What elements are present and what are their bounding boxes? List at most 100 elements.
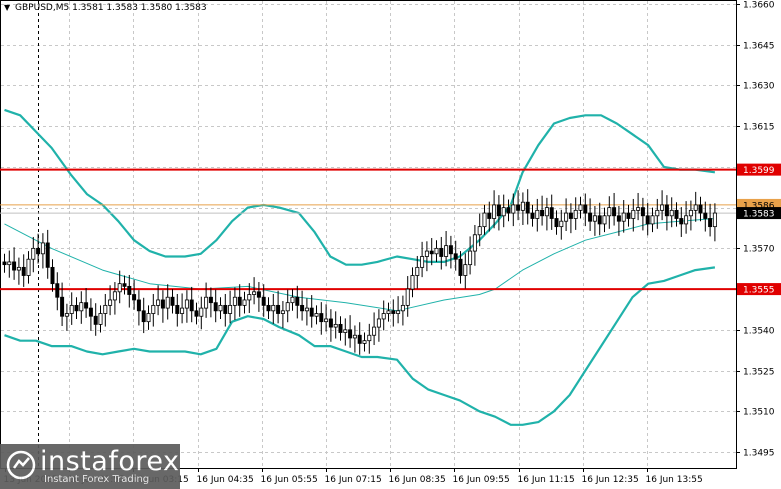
candle-body (208, 296, 213, 304)
candle-body (631, 209, 636, 219)
candle-body (88, 307, 93, 317)
candle-body (506, 207, 511, 214)
candle-body (93, 315, 98, 325)
candle-body (357, 334, 362, 344)
candle-body (232, 296, 237, 306)
candle-body (122, 283, 127, 287)
candle-body (132, 294, 137, 301)
y-tick-label: 1.3615 (743, 123, 775, 133)
candle-body (362, 340, 367, 344)
candle-body (684, 215, 689, 225)
candle-body (602, 215, 607, 225)
candle-body (391, 310, 396, 314)
candle-body (492, 204, 497, 219)
x-tick-label: 16 Jun 05:55 (261, 475, 318, 485)
candle-body (64, 313, 69, 317)
candle-body (712, 212, 717, 228)
candle-body (170, 296, 175, 306)
candle-body (338, 323, 343, 333)
ohlc-values: 1.3581 1.3583 1.3580 1.3583 (72, 3, 207, 13)
candle-body (261, 296, 266, 306)
bollinger-lower-band (4, 266, 716, 426)
candle-body (223, 304, 228, 314)
candle-body (242, 299, 247, 306)
candle-body (674, 209, 679, 219)
x-tick-label: 16 Jun 07:15 (325, 475, 382, 485)
candle-body (372, 326, 377, 336)
candle-body (636, 207, 641, 211)
candle-body (487, 212, 492, 219)
collapse-triangle-icon[interactable]: ▼ (4, 3, 11, 12)
candle-body (112, 291, 117, 301)
candle-body (165, 296, 170, 309)
candle-body (98, 313, 103, 325)
symbol-info: ▼ GBPUSD,M5 1.3581 1.3583 1.3580 1.3583 (4, 3, 207, 13)
candle-body (530, 212, 535, 219)
candle-body (45, 242, 50, 268)
candle-body (324, 318, 329, 323)
candle-body (453, 253, 458, 260)
candle-body (295, 296, 300, 306)
candle-body (693, 204, 698, 211)
x-tick-label: 16 Jun 13:55 (646, 475, 703, 485)
candle-body (16, 266, 21, 271)
candle-body (708, 218, 713, 228)
candle-body (309, 307, 314, 317)
candle-body (626, 212, 631, 219)
candle-body (271, 304, 276, 312)
candle-body (184, 299, 189, 309)
candle-body (573, 209, 578, 219)
y-tick-label: 1.3525 (743, 368, 775, 378)
candle-body (434, 247, 439, 255)
y-tick-label: 1.3645 (743, 42, 775, 52)
candle-body (501, 207, 506, 217)
candle-body (458, 258, 463, 276)
ask-price-label: 1.3586 (743, 201, 775, 211)
x-tick-label: 16 Jun 04:35 (197, 475, 254, 485)
bid-price-label: 1.3583 (743, 210, 775, 220)
candle-body (612, 207, 617, 217)
candle-body (26, 258, 31, 276)
x-tick-label: 16 Jun 09:55 (453, 475, 510, 485)
plot-area[interactable] (0, 0, 737, 469)
bid-price-tag (737, 207, 781, 220)
level-price-tag (737, 163, 781, 176)
y-tick-label: 1.3510 (743, 408, 775, 418)
candle-body (482, 212, 487, 228)
candle-body (424, 250, 429, 257)
candle-body (588, 212, 593, 222)
candle-body (568, 212, 573, 219)
candle-body (247, 294, 252, 301)
candle-body (7, 261, 12, 266)
candle-body (304, 307, 309, 312)
candle-body (21, 266, 26, 276)
candle-body (31, 247, 36, 260)
symbol-label: GBPUSD,M5 (15, 3, 70, 13)
candle-body (108, 299, 113, 306)
candle-body (645, 215, 650, 225)
candle-body (180, 307, 185, 314)
candle-body (285, 302, 290, 312)
candle-body (2, 261, 7, 266)
candle-body (36, 247, 41, 255)
candle-body (141, 310, 146, 323)
candle-body (655, 209, 660, 217)
candle-body (650, 215, 655, 225)
candle-body (448, 245, 453, 255)
level-price-tag (737, 283, 781, 296)
candle-body (516, 204, 521, 211)
candle-body (578, 204, 583, 211)
candle-body (290, 296, 295, 304)
candle-body (69, 304, 74, 314)
candle-body (160, 299, 165, 309)
candle-body (525, 201, 530, 214)
candle-body (592, 215, 597, 222)
y-tick-label: 1.3495 (743, 449, 775, 459)
candle-body (266, 304, 271, 312)
candle-body (415, 266, 420, 276)
x-tick-label: 16 Jun 12:35 (582, 475, 639, 485)
candle-body (74, 304, 79, 312)
candle-body (607, 207, 612, 217)
candle-body (511, 204, 516, 214)
